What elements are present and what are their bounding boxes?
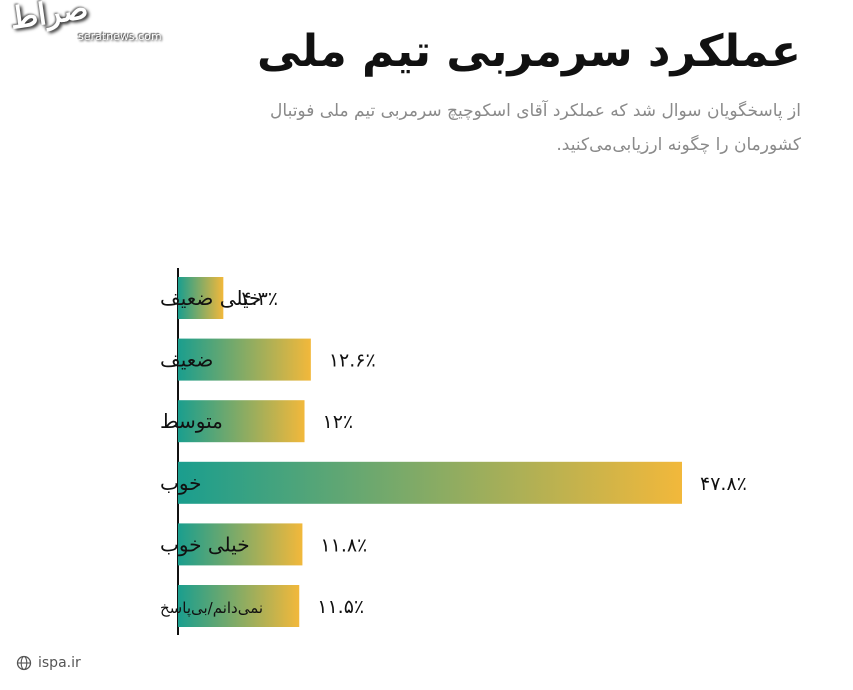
- watermark-logo: صراط seratnews.com: [0, 0, 190, 60]
- bar: [178, 585, 300, 627]
- value-label: ۱۱.۵٪: [317, 596, 364, 618]
- source-label: ispa.ir: [38, 655, 81, 671]
- bar: [178, 461, 682, 504]
- value-label: ۱۲٪: [323, 411, 354, 433]
- bar: [178, 277, 224, 319]
- category-label: خیلی ضعیف: [160, 286, 261, 310]
- value-label: ۱۱.۸٪: [320, 534, 367, 556]
- bar: [178, 400, 305, 443]
- bar: [178, 523, 303, 566]
- chart-title: عملکرد سرمربی تیم ملی: [256, 26, 801, 77]
- watermark-site: seratnews.com: [78, 30, 162, 43]
- category-label: متوسط: [160, 409, 223, 433]
- value-label: ۴۷.۸٪: [700, 473, 747, 495]
- category-label: خیلی خوب: [160, 532, 250, 556]
- value-label: ۴.۳٪: [241, 288, 278, 310]
- bar: [178, 338, 311, 381]
- globe-icon: [16, 655, 32, 671]
- value-label: ۱۲.۶٪: [329, 350, 376, 372]
- footer: ispa.ir: [16, 655, 81, 671]
- chart-subtitle: از پاسخگویان سوال شد که عملکرد آقای اسکو…: [270, 101, 801, 155]
- category-label: ضعیف: [160, 348, 213, 372]
- category-label: نمی‌دانم/بی‌پاسخ: [160, 599, 263, 618]
- category-label: خوب: [160, 471, 202, 495]
